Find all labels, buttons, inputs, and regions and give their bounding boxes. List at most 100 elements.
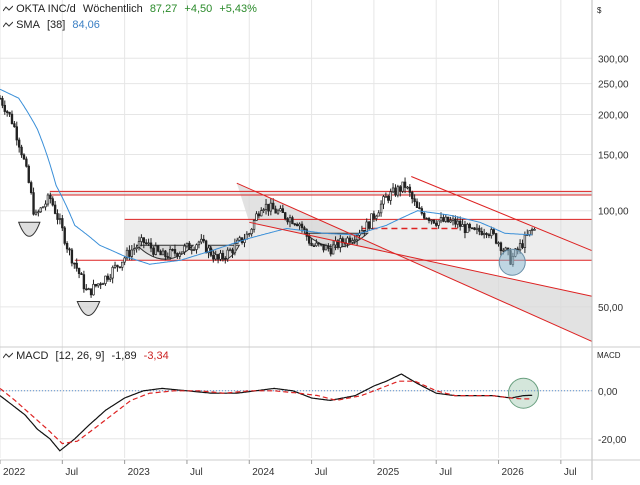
candle-body — [166, 256, 169, 258]
candle-body — [118, 266, 122, 269]
candle-body — [490, 229, 493, 237]
candle-body — [1, 97, 4, 106]
candle-body — [439, 217, 443, 222]
candle-body — [377, 212, 380, 217]
candle-body — [6, 111, 9, 113]
candle-body — [382, 196, 385, 205]
candle-body — [372, 213, 376, 219]
y-tick-label: 250,00 — [598, 80, 629, 91]
candle-body — [403, 181, 407, 188]
candle-body — [58, 218, 62, 220]
candle-body — [336, 240, 340, 248]
candle-body — [255, 213, 258, 221]
candle-body — [291, 217, 294, 225]
y-tick-label: 100,00 — [598, 207, 629, 218]
candle-body — [307, 235, 311, 244]
candle-body — [94, 283, 98, 287]
candle-body — [365, 221, 368, 233]
candle-body — [161, 250, 165, 256]
candle-body — [34, 211, 38, 215]
candle-body — [116, 264, 119, 268]
x-tick-label: 2025 — [377, 467, 400, 478]
candle-body — [286, 218, 289, 223]
candle-body — [518, 243, 522, 251]
candle-body — [456, 220, 459, 225]
candle-body — [37, 211, 40, 214]
candle-body — [41, 206, 45, 209]
candle-body — [418, 207, 421, 209]
candle-body — [10, 113, 14, 125]
candle-body — [123, 257, 126, 263]
candle-body — [70, 249, 74, 264]
candle-body — [111, 267, 114, 279]
currency-label: $ — [597, 6, 602, 15]
macd-value-2: -3,34 — [143, 350, 169, 362]
x-tick-label: Jul — [439, 467, 452, 478]
candle-body — [92, 283, 95, 296]
x-tick-label: Jul — [190, 467, 203, 478]
x-tick-label: 2022 — [3, 467, 26, 478]
candle-body — [168, 249, 172, 258]
candle-body — [425, 217, 428, 220]
candle-body — [202, 238, 205, 242]
x-tick-label: Jul — [315, 467, 328, 478]
circle-markers — [498, 248, 539, 409]
candle-body — [49, 194, 52, 200]
candle-body — [125, 249, 129, 259]
candle-body — [27, 165, 30, 183]
candle-body — [39, 207, 42, 213]
candle-body — [447, 216, 450, 223]
candle-body — [499, 242, 503, 252]
candle-body — [353, 239, 356, 242]
candle-body — [262, 209, 265, 211]
candle-body — [384, 195, 388, 198]
candle-body — [274, 208, 277, 214]
candle-body — [188, 242, 191, 250]
candle-body — [44, 203, 47, 208]
candle-body — [502, 249, 505, 252]
candle-body — [279, 208, 282, 212]
candle-body — [156, 245, 160, 252]
candle-body — [296, 223, 299, 227]
candle-body — [15, 126, 18, 141]
candle-body — [533, 228, 536, 231]
candle-body — [226, 249, 229, 260]
candle-body — [351, 240, 354, 243]
candle-body — [145, 242, 148, 245]
candle-body — [231, 249, 234, 254]
candle-body — [149, 242, 153, 249]
candle-body — [470, 227, 474, 230]
candle-body — [183, 245, 186, 253]
candle-body — [288, 217, 292, 223]
x-tick-label: 2026 — [502, 467, 525, 478]
candle-body — [147, 242, 150, 245]
price-line-icon — [3, 5, 13, 12]
trend-line — [249, 221, 593, 297]
candle-body — [159, 250, 162, 256]
candle-body — [348, 237, 352, 243]
candle-body — [391, 187, 395, 193]
candle-body — [140, 237, 143, 242]
candle-body — [303, 227, 306, 230]
candle-body — [485, 232, 488, 235]
candle-body — [528, 230, 531, 235]
change-percent: +5,43% — [219, 3, 257, 15]
candle-body — [504, 247, 507, 251]
candle-body — [3, 104, 6, 112]
rounding-bottom — [76, 300, 101, 316]
candle-body — [387, 195, 390, 201]
candle-body — [73, 262, 76, 265]
candle-body — [195, 244, 198, 250]
candle-body — [300, 223, 304, 229]
candle-body — [106, 275, 110, 280]
candle-body — [212, 254, 215, 260]
candle-body — [478, 227, 481, 232]
candle-body — [252, 220, 256, 230]
candle-body — [77, 267, 81, 274]
candle-body — [20, 146, 23, 156]
candle-body — [192, 249, 196, 251]
candle-body — [339, 238, 342, 248]
macd-panel — [0, 373, 592, 452]
